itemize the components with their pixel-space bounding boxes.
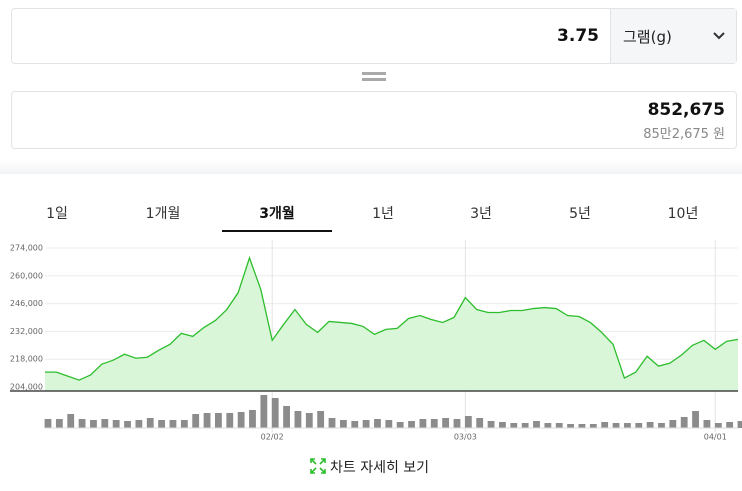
volume-bar (442, 418, 450, 428)
unit-select[interactable]: 그램(g) (610, 9, 736, 63)
volume-bar (601, 422, 609, 428)
amount-value: 3.75 (557, 26, 599, 46)
volume-bar (203, 413, 211, 428)
volume-bar (124, 421, 131, 428)
volume-bar (464, 416, 472, 428)
period-tab[interactable]: 1년 (372, 206, 394, 222)
volume-bar (408, 421, 415, 428)
volume-bar (396, 422, 404, 428)
volume-bar (487, 421, 495, 428)
volume-bar (146, 418, 154, 428)
volume-bar (55, 419, 63, 428)
volume-bar (658, 423, 665, 428)
period-tab[interactable]: 10년 (667, 206, 699, 222)
drag-handle[interactable] (362, 71, 386, 83)
y-tick-label: 274,000 (10, 243, 43, 252)
volume-bar (385, 420, 393, 428)
volume-bar (328, 418, 336, 428)
volume-bar (430, 419, 438, 428)
volume-bar (646, 422, 654, 428)
volume-bar (237, 412, 245, 428)
volume-bar (669, 420, 677, 428)
volume-bar (271, 398, 279, 428)
amount-input[interactable]: 3.75 그램(g) (11, 8, 737, 64)
volume-bar (703, 420, 711, 428)
volume-bar (339, 420, 347, 428)
volume-bar (419, 419, 427, 428)
period-tabs: 1일 1개월 3개월 1년 3년 5년 10년 (0, 203, 742, 233)
volume-bar (294, 411, 302, 428)
volume-bar (249, 410, 256, 428)
volume-bar (589, 424, 597, 428)
period-tab[interactable]: 1개월 (145, 206, 181, 222)
volume-bar (544, 423, 552, 428)
volume-bar (158, 420, 166, 428)
volume-bar (567, 424, 574, 428)
volume-bar (226, 413, 234, 428)
volume-bar (215, 413, 222, 428)
expand-icon (310, 458, 326, 474)
volume-bar (692, 411, 699, 428)
period-tab[interactable]: 3개월 (259, 206, 295, 222)
volume-bar (101, 419, 109, 428)
volume-bar (260, 395, 268, 428)
volume-bar (169, 420, 177, 428)
y-tick-label: 218,000 (10, 355, 43, 364)
volume-bar (317, 411, 325, 428)
volume-bar (135, 420, 143, 428)
volume-bar (90, 420, 97, 428)
x-tick-label: 02/02 (261, 433, 284, 442)
link-text: 차트 자세히 보기 (330, 460, 430, 476)
y-tick-label: 232,000 (10, 327, 43, 336)
volume-bar (737, 421, 742, 428)
tab-underline (222, 230, 332, 232)
volume-bar (67, 414, 75, 428)
x-tick-label: 04/01 (704, 433, 727, 442)
volume-bar (623, 423, 631, 428)
volume-bar (499, 422, 506, 428)
volume-bar (112, 420, 120, 428)
volume-bar (362, 420, 370, 428)
result-box: 852,675 85만2,675 원 (11, 91, 737, 149)
volume-bar (305, 413, 313, 428)
volume-bar (578, 424, 586, 428)
x-tick-label: 03/03 (454, 433, 477, 442)
volume-bar (78, 419, 86, 428)
chevron-icon (713, 32, 725, 40)
price-line (45, 255, 739, 381)
volume-bar (680, 417, 688, 428)
result-korean: 85만2,675 원 (643, 127, 725, 142)
volume-bar (726, 422, 734, 428)
chart-detail-link[interactable]: 차트 자세히 보기 (310, 457, 429, 477)
chart: 204,000 218,000 232,000 246,000 260,000 274,0… (10, 240, 742, 442)
volume-bar (351, 421, 359, 428)
volume-bar (533, 421, 540, 428)
volume-bar (521, 423, 529, 428)
unit-label: 그램(g) (623, 28, 672, 46)
result-value: 852,675 (647, 100, 725, 120)
volume-bar (374, 419, 381, 428)
volume-bar (44, 419, 52, 428)
volume-bar (635, 423, 643, 428)
separator (0, 160, 742, 174)
period-tab[interactable]: 1일 (46, 206, 68, 222)
y-tick-label: 246,000 (10, 299, 43, 308)
volume-bar (555, 423, 563, 428)
price-area (45, 257, 738, 391)
period-tab[interactable]: 3년 (470, 206, 492, 222)
volume-bar (180, 420, 188, 428)
volume-bar (612, 423, 620, 428)
volume-bar (714, 423, 722, 428)
y-tick-label: 260,000 (10, 271, 43, 280)
y-tick-label: 204,000 (10, 383, 43, 392)
volume-bar (476, 418, 484, 428)
volume-bar (283, 406, 290, 428)
volume-bar (510, 423, 518, 428)
volume-bar (192, 414, 200, 428)
volume-bar (453, 419, 461, 428)
period-tab[interactable]: 5년 (569, 206, 591, 222)
